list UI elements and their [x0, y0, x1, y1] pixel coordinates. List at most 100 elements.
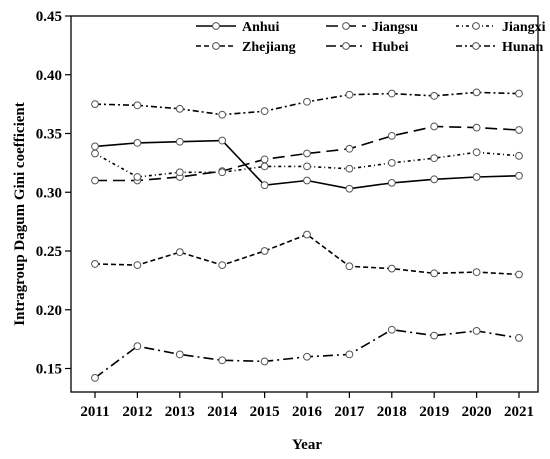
x-tick-label: 2012	[122, 404, 152, 420]
data-point-anhui	[303, 176, 311, 185]
data-point-hunan	[430, 92, 439, 100]
data-point-hubei	[515, 334, 523, 342]
legend-marker-anhui	[212, 22, 220, 30]
data-point-jiangxi	[303, 162, 311, 171]
legend-marker-zhejiang	[212, 42, 220, 50]
legend-marker-hunan	[472, 42, 480, 50]
data-point-jiangxi	[345, 164, 354, 173]
data-point-hubei	[472, 327, 481, 335]
x-tick-label: 2013	[165, 404, 195, 420]
data-point-jiangxi	[472, 148, 481, 157]
data-point-jiangsu	[387, 131, 396, 140]
data-point-jiangxi	[387, 158, 396, 167]
data-point-jiangsu	[430, 122, 439, 131]
data-point-jiangxi	[175, 168, 184, 177]
data-point-hunan	[387, 89, 396, 98]
x-tick-label: 2020	[462, 404, 492, 420]
data-point-zhejiang	[472, 268, 481, 277]
data-point-zhejiang	[91, 260, 99, 268]
legend-marker-jiangxi	[472, 22, 480, 30]
legend-marker-hubei	[342, 42, 350, 50]
data-point-zhejiang	[430, 269, 439, 278]
data-point-hunan	[91, 100, 99, 109]
data-point-hubei	[218, 356, 227, 365]
data-point-hunan	[175, 104, 184, 113]
data-point-anhui	[133, 139, 142, 147]
data-point-hubei	[175, 350, 184, 359]
y-axis-title: Intragroup Dagum Gini coefficient	[12, 102, 28, 325]
data-point-jiangsu	[515, 126, 523, 134]
legend-label-jiangsu: Jiangsu	[372, 20, 418, 35]
data-point-anhui	[260, 181, 269, 190]
y-tick-label: 0.45	[36, 9, 62, 25]
data-point-jiangxi	[430, 154, 439, 163]
data-point-zhejiang	[387, 264, 396, 273]
data-point-zhejiang	[133, 261, 142, 270]
y-tick-label: 0.20	[36, 303, 62, 319]
x-tick-label: 2019	[419, 404, 449, 420]
x-tick-label: 2018	[377, 404, 407, 420]
data-point-jiangsu	[260, 155, 269, 164]
data-point-anhui	[91, 142, 99, 151]
data-point-zhejiang	[303, 230, 311, 239]
data-point-hubei	[303, 352, 311, 361]
data-point-jiangsu	[345, 144, 354, 153]
series-line-zhejiang	[94, 233, 520, 276]
data-point-zhejiang	[260, 247, 269, 255]
legend: Anhui Jiangsu Jiangxi Zhejiang Hubei Hunan	[196, 20, 546, 55]
y-tick-label: 0.35	[36, 127, 62, 143]
x-tick-label: 2014	[207, 404, 238, 420]
data-point-anhui	[387, 178, 396, 187]
data-point-anhui	[345, 184, 354, 193]
data-point-hunan	[218, 110, 227, 119]
data-point-jiangsu	[91, 176, 99, 185]
series-line-jiangxi	[94, 151, 520, 178]
data-point-hunan	[133, 101, 142, 110]
data-point-hunan	[515, 89, 523, 98]
data-point-hunan	[303, 97, 311, 106]
y-tick-label: 0.15	[36, 362, 62, 378]
x-tick-label: 2015	[250, 404, 280, 420]
data-point-zhejiang	[515, 270, 523, 279]
y-tick-label: 0.25	[36, 244, 62, 260]
data-point-anhui	[430, 175, 439, 184]
data-point-jiangxi	[515, 151, 523, 160]
series-layer	[91, 88, 523, 382]
data-point-hubei	[430, 331, 439, 340]
legend-label-zhejiang: Zhejiang	[242, 40, 296, 55]
x-tick-label: 2017	[334, 404, 365, 420]
data-point-hunan	[472, 88, 481, 97]
data-point-hunan	[260, 107, 269, 116]
data-point-hubei	[260, 357, 269, 366]
data-point-hubei	[387, 325, 396, 334]
data-point-zhejiang	[345, 262, 354, 271]
x-axis-title: Year	[292, 437, 322, 453]
x-tick-label: 2016	[292, 404, 323, 420]
data-point-jiangsu	[472, 123, 481, 132]
data-point-jiangxi	[133, 173, 142, 181]
data-point-zhejiang	[218, 261, 227, 270]
data-point-anhui	[218, 136, 227, 145]
data-point-hubei	[91, 374, 99, 382]
data-point-anhui	[175, 137, 184, 146]
y-tick-label: 0.30	[36, 185, 62, 201]
data-point-hubei	[133, 342, 142, 351]
data-point-anhui	[472, 173, 481, 181]
x-tick-label: 2021	[504, 404, 534, 420]
legend-label-hubei: Hubei	[372, 40, 409, 55]
legend-label-hunan: Hunan	[502, 40, 543, 55]
data-point-hunan	[345, 90, 354, 99]
y-tick-label: 0.40	[36, 68, 62, 84]
data-point-jiangxi	[91, 149, 99, 158]
data-point-hubei	[345, 350, 354, 359]
data-point-anhui	[515, 171, 523, 180]
data-point-jiangxi	[218, 168, 227, 177]
plot-frame	[70, 15, 539, 393]
legend-marker-jiangsu	[342, 22, 350, 30]
legend-label-anhui: Anhui	[242, 20, 279, 35]
data-point-zhejiang	[175, 248, 184, 257]
x-tick-label: 2011	[80, 404, 109, 420]
legend-label-jiangxi: Jiangxi	[502, 20, 546, 35]
data-point-jiangsu	[303, 149, 311, 158]
